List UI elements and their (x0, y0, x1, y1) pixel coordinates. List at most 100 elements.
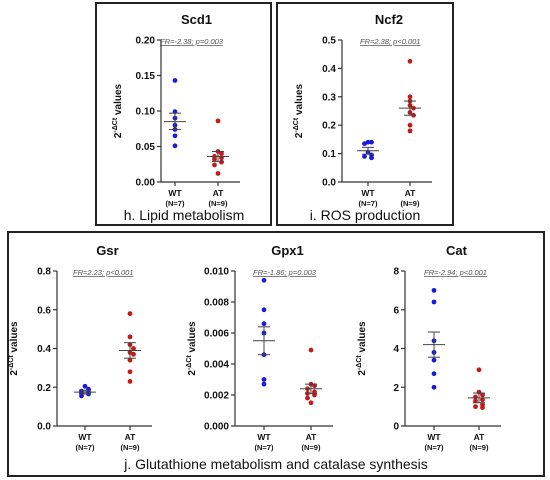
group-n-label: (N=7) (425, 443, 444, 452)
group-label: AT (474, 432, 486, 442)
data-point (369, 139, 374, 145)
y-tick-label: 0.15 (136, 71, 156, 82)
group-n-label: (N=9) (121, 443, 140, 452)
chart-title: Gpx1 (271, 243, 304, 258)
y-label-rest: values (9, 321, 20, 355)
data-point (431, 371, 437, 377)
data-point (79, 393, 84, 399)
y-label-base: 2 (9, 370, 20, 376)
y-label-base: 2 (187, 370, 198, 376)
data-point (172, 143, 178, 149)
panel-h-frame (95, 2, 272, 226)
data-point (431, 357, 437, 363)
group-n-label: (N=7) (359, 199, 378, 208)
y-tick-label: 0.008 (204, 298, 229, 309)
data-point (261, 277, 267, 283)
group-n-label: (N=9) (401, 199, 420, 208)
data-point (131, 351, 136, 357)
data-point (261, 377, 267, 382)
caption-i: i. ROS production (309, 207, 421, 223)
data-point (431, 384, 437, 390)
y-tick-label: 0 (393, 422, 399, 433)
y-tick-label: 0.1 (322, 149, 336, 160)
y-label-superscript: -ΔCt (8, 355, 15, 370)
y-tick-label: 0.8 (37, 267, 51, 278)
y-label-superscript: -ΔCt (356, 355, 363, 370)
data-point (407, 94, 413, 100)
y-tick-label: 0.002 (204, 391, 229, 402)
y-label-rest: values (187, 321, 198, 355)
y-axis-label: 2-ΔCt values (293, 83, 305, 138)
data-point (476, 367, 482, 373)
data-point (480, 392, 485, 398)
y-label-superscript: -ΔCt (293, 117, 300, 132)
gpx1-chart: Gpx1 FR=-1.86; p=0.003 0.000 0.002 0.004 0.00… (186, 243, 333, 452)
y-tick-label: 0.3 (322, 92, 336, 103)
y-tick-label: 0.006 (204, 329, 229, 340)
data-point (127, 311, 133, 317)
group-label: WT (168, 188, 182, 198)
y-axis-label: 2-ΔCt values (356, 321, 368, 376)
data-point (473, 404, 478, 410)
data-point (212, 156, 217, 162)
group-n-label: (N=7) (76, 443, 95, 452)
y-label-base: 2 (294, 132, 305, 138)
data-point (369, 155, 374, 161)
data-point (212, 162, 217, 168)
data-point (127, 357, 133, 363)
y-tick-label: 0.004 (204, 360, 229, 371)
y-axis-label: 2-ΔCt values (8, 321, 20, 376)
data-point (172, 78, 178, 83)
y-tick-label: 2 (393, 383, 399, 394)
y-tick-label: 0.0 (37, 422, 51, 433)
y-tick-label: 0.4 (322, 64, 336, 75)
data-point (261, 381, 267, 387)
y-tick-label: 0.00 (136, 178, 156, 189)
gsr-chart: Gsr FR=2.23; p<0.001 0.0 0.2 0.4 0.6 0.8 2-ΔCt … (8, 243, 152, 452)
data-point (362, 154, 367, 159)
chart-title: Ncf2 (375, 12, 403, 27)
data-point (308, 347, 314, 353)
y-tick-label: 0.000 (204, 422, 229, 433)
data-point (431, 299, 437, 305)
y-tick-label: 0.6 (37, 305, 51, 316)
y-label-base: 2 (113, 132, 124, 138)
data-point (407, 58, 413, 64)
data-point (172, 133, 178, 139)
y-tick-label: 0.2 (322, 121, 336, 132)
y-tick-label: 0.4 (37, 344, 51, 355)
group-n-label: (N=7) (255, 443, 274, 452)
group-n-label: (N=9) (302, 443, 321, 452)
stat-annotation: FR=2.23; p<0.001 (73, 268, 133, 277)
group-label: WT (78, 432, 92, 442)
y-tick-label: 6 (393, 305, 399, 316)
group-n-label: (N=9) (209, 199, 228, 208)
stat-annotation: FR=-2.38; p=0.003 (160, 37, 224, 46)
group-label: WT (361, 188, 375, 198)
y-label-rest: values (113, 83, 124, 117)
data-point (215, 118, 221, 124)
group-label: AT (306, 432, 318, 442)
data-point (407, 122, 413, 128)
chart-title: Scd1 (181, 12, 212, 27)
stat-annotation: FR=-1.86; p=0.003 (253, 268, 317, 277)
data-point (473, 398, 478, 404)
caption-h: h. Lipid metabolism (123, 207, 245, 223)
y-tick-label: 0.05 (136, 142, 156, 153)
data-point (308, 400, 314, 406)
y-label-rest: values (357, 321, 368, 355)
data-point (305, 395, 310, 401)
y-tick-label: 0.5 (322, 36, 336, 47)
y-tick-label: 0.20 (136, 36, 156, 47)
y-axis-label: 2-ΔCt values (112, 83, 124, 138)
stat-annotation: FR=-2.94; p<0.001 (424, 268, 487, 277)
data-point (127, 369, 133, 375)
data-point (480, 397, 485, 403)
data-point (407, 128, 413, 134)
data-point (127, 379, 133, 384)
y-tick-label: 0.010 (204, 267, 229, 278)
data-point (431, 287, 437, 293)
data-point (82, 383, 88, 389)
y-label-superscript: -ΔCt (112, 117, 119, 132)
